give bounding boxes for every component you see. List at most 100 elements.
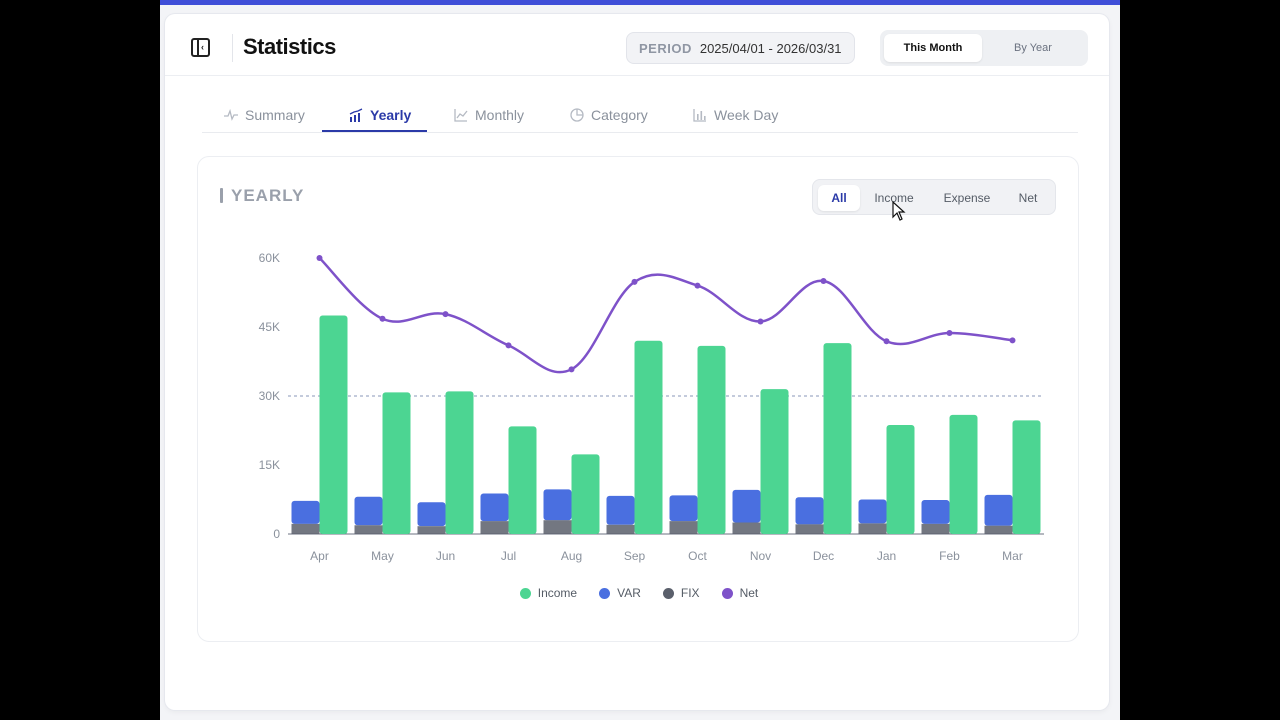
pie-chart-icon <box>570 108 584 122</box>
fix-bar <box>858 523 887 534</box>
income-bar <box>445 391 474 534</box>
chart-title: YEARLY <box>231 186 305 205</box>
fix-bar <box>732 522 761 534</box>
income-bar <box>823 343 852 534</box>
legend-label: Income <box>537 586 578 600</box>
period-label: PERIOD <box>639 40 692 56</box>
yearly-chart: 0 15K 30K 45K 60K Apr May Jun Jul Aug Sep Oct Nov Dec… <box>259 251 1044 563</box>
top-accent-bar <box>160 0 1120 5</box>
legend-item-income[interactable]: Income <box>519 585 578 601</box>
page-header: ‹ Statistics PERIOD 2025/04/01 - 2026/03… <box>165 14 1109 76</box>
fix-bar <box>354 525 383 534</box>
var-bar <box>543 489 572 521</box>
series-filter-group: All Income Expense Net <box>812 179 1056 215</box>
app-window: ‹ Statistics PERIOD 2025/04/01 - 2026/03… <box>160 0 1120 720</box>
page-title: Statistics <box>243 34 336 59</box>
filter-all-button[interactable]: All <box>818 185 860 211</box>
filter-income-button[interactable]: Income <box>874 191 914 205</box>
net-point <box>1009 337 1016 344</box>
net-point <box>820 278 827 284</box>
x-tick-label: Oct <box>688 549 707 563</box>
income-bar <box>697 345 726 534</box>
tab-category[interactable]: Category <box>570 98 648 132</box>
x-tick-label: Dec <box>813 549 834 563</box>
legend-dot-var <box>599 587 611 599</box>
legend-item-var[interactable]: VAR <box>599 585 641 601</box>
legend-dot-fix <box>662 587 674 599</box>
statistics-card: ‹ Statistics PERIOD 2025/04/01 - 2026/03… <box>165 14 1109 710</box>
mouse-cursor-icon <box>892 201 906 221</box>
legend-label: FIX <box>680 586 700 600</box>
fix-bar <box>480 521 509 534</box>
x-tick-label: Jun <box>436 549 455 563</box>
net-point <box>946 329 953 336</box>
income-bar <box>1012 420 1041 534</box>
net-point <box>379 315 386 322</box>
y-tick-label: 45K <box>259 320 280 334</box>
fix-bar <box>669 521 698 534</box>
var-bar <box>795 497 824 525</box>
x-tick-label: Jul <box>501 549 516 563</box>
net-line <box>318 257 1013 374</box>
legend-item-net[interactable]: Net <box>721 585 759 601</box>
net-point <box>631 278 638 285</box>
tab-label: Week Day <box>714 107 779 123</box>
by-year-button[interactable]: By Year <box>1014 42 1052 54</box>
tab-monthly[interactable]: Monthly <box>454 98 524 132</box>
stats-tabs: Summary Yearly Monthly Category Week Day <box>202 98 1078 133</box>
income-bar <box>634 340 663 534</box>
y-tick-label: 60K <box>259 251 280 265</box>
title-accent-bar <box>220 188 223 203</box>
fix-bar <box>984 525 1013 534</box>
var-bar <box>921 499 950 524</box>
x-tick-label: Jan <box>877 549 896 563</box>
x-tick-label: Mar <box>1002 549 1023 563</box>
filter-net-button[interactable]: Net <box>1018 191 1038 205</box>
net-point <box>316 255 323 261</box>
net-point <box>568 366 575 373</box>
bar-trend-icon <box>349 108 363 122</box>
var-bar <box>984 494 1013 526</box>
fix-bar <box>606 524 635 534</box>
x-tick-label: Sep <box>624 549 646 563</box>
period-display[interactable]: PERIOD 2025/04/01 - 2026/03/31 <box>626 32 855 64</box>
var-bar <box>417 502 446 527</box>
x-tick-label: Feb <box>939 549 960 563</box>
legend-item-fix[interactable]: FIX <box>662 585 700 601</box>
tab-label: Summary <box>245 107 305 123</box>
fix-bar <box>921 523 950 534</box>
var-bar <box>291 500 320 524</box>
y-tick-label: 15K <box>259 458 280 472</box>
y-tick-label: 0 <box>273 527 280 541</box>
tab-summary[interactable]: Summary <box>224 98 305 132</box>
active-tab-indicator <box>322 130 427 132</box>
legend-dot-income <box>519 587 531 599</box>
x-tick-label: Aug <box>561 549 582 563</box>
x-tick-label: Nov <box>750 549 771 563</box>
tab-week-day[interactable]: Week Day <box>693 98 778 132</box>
tab-label: Category <box>591 107 648 123</box>
fix-bar <box>291 523 320 534</box>
net-point <box>883 338 890 345</box>
income-bar <box>508 426 537 534</box>
legend-label: Net <box>739 586 759 600</box>
x-tick-label: Apr <box>310 549 329 563</box>
net-point <box>694 282 701 289</box>
sidebar-toggle-icon[interactable]: ‹ <box>191 38 210 57</box>
tab-label: Yearly <box>370 107 412 123</box>
y-tick-label: 30K <box>259 389 280 403</box>
income-bar <box>886 424 915 534</box>
income-bar <box>382 392 411 534</box>
this-month-button[interactable]: This Month <box>884 34 982 62</box>
legend-label: VAR <box>617 586 641 600</box>
income-bar <box>571 454 600 534</box>
income-bar <box>949 414 978 534</box>
var-bar <box>606 495 635 525</box>
fix-bar <box>795 524 824 534</box>
income-bar <box>760 389 789 534</box>
filter-expense-button[interactable]: Expense <box>943 191 991 205</box>
header-divider <box>232 34 233 62</box>
tab-yearly[interactable]: Yearly <box>349 98 411 132</box>
net-point <box>505 342 512 349</box>
pulse-icon <box>224 108 238 121</box>
